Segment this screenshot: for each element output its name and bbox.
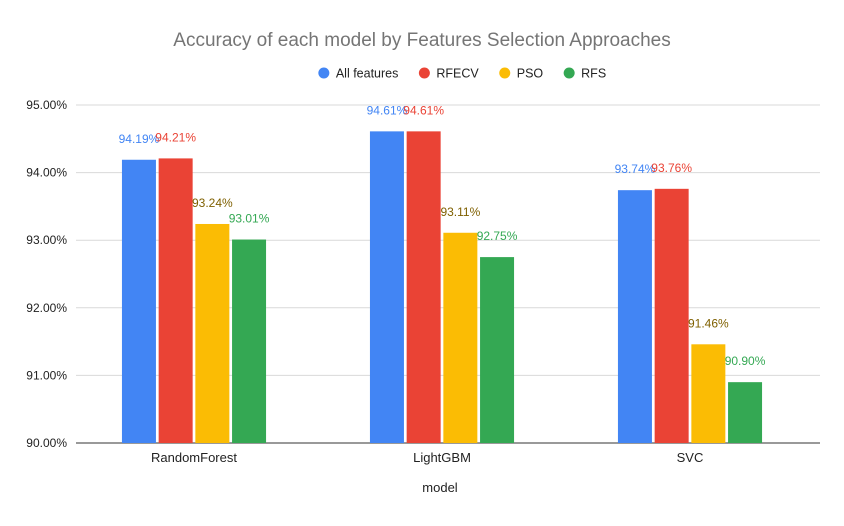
x-category-label: LightGBM: [413, 450, 471, 465]
x-category-label: SVC: [677, 450, 704, 465]
y-tick-label: 95.00%: [26, 98, 67, 112]
legend-label: RFECV: [436, 67, 479, 81]
data-label: 92.75%: [477, 229, 518, 243]
legend-label: All features: [336, 67, 399, 81]
x-category-label: RandomForest: [151, 450, 237, 465]
legend-item[interactable]: PSO: [499, 67, 543, 81]
data-label: 93.74%: [615, 162, 656, 176]
bar-rfs-svc: [728, 382, 763, 443]
y-tick-label: 92.00%: [26, 301, 67, 315]
bar-pso-lightgbm: [443, 232, 478, 443]
x-axis-title: model: [422, 480, 458, 495]
y-tick-label: 91.00%: [26, 368, 67, 382]
data-label: 93.01%: [229, 212, 270, 226]
data-label: 94.61%: [403, 103, 444, 117]
y-tick-label: 90.00%: [26, 436, 67, 450]
bars: [121, 131, 763, 444]
bar-pso-randomforest: [195, 223, 230, 443]
chart-title: Accuracy of each model by Features Selec…: [173, 30, 670, 51]
x-axis-categories: RandomForest LightGBM SVC: [151, 450, 703, 465]
data-label: 93.76%: [651, 161, 692, 175]
data-label: 93.11%: [440, 205, 480, 219]
bar-pso-svc: [691, 344, 726, 443]
data-label: 90.90%: [725, 354, 766, 368]
data-label: 93.24%: [192, 196, 233, 210]
legend-label: PSO: [517, 67, 544, 81]
bar-rfecv-svc: [654, 188, 689, 443]
legend-item[interactable]: RFECV: [418, 67, 480, 81]
legend-label: RFS: [581, 67, 606, 81]
bar-all-features-lightgbm: [369, 131, 404, 443]
bar-rfs-randomforest: [232, 239, 267, 443]
legend-item[interactable]: All features: [318, 67, 398, 81]
data-label: 94.19%: [119, 132, 160, 146]
data-label: 94.21%: [155, 130, 196, 144]
bar-rfecv-lightgbm: [406, 131, 441, 443]
data-label: 91.46%: [688, 316, 729, 330]
legend: All features RFECV PSO RFS: [318, 67, 606, 81]
y-tick-label: 94.00%: [26, 166, 67, 180]
legend-swatch: [499, 67, 511, 79]
legend-swatch: [418, 67, 430, 79]
y-axis-ticks: 90.00% 91.00% 92.00% 93.00% 94.00% 95.00%: [26, 98, 67, 450]
bar-all-features-randomforest: [121, 159, 156, 444]
bar-all-features-svc: [617, 190, 652, 443]
bar-rfs-lightgbm: [480, 257, 515, 443]
y-tick-label: 93.00%: [26, 233, 67, 247]
legend-swatch: [563, 67, 575, 79]
data-labels: 94.19%94.21% 93.24% 93.01% 94.61%94.61% 93.1…: [119, 103, 766, 368]
legend-item[interactable]: RFS: [563, 67, 607, 81]
legend-swatch: [318, 67, 330, 79]
bar-rfecv-randomforest: [158, 158, 193, 444]
data-label: 94.61%: [367, 103, 408, 117]
